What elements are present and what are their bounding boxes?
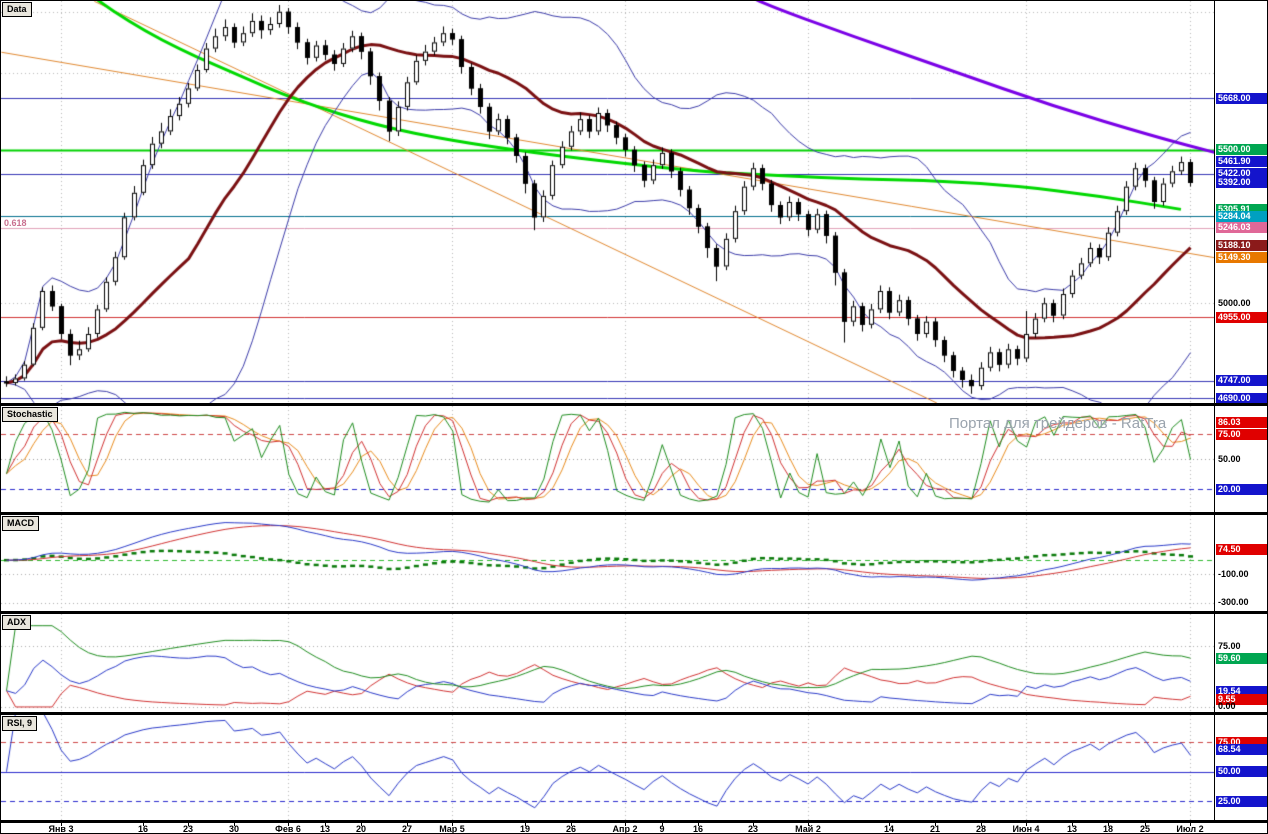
axis-tick — [753, 823, 754, 826]
panel-splitter[interactable] — [1, 820, 1267, 823]
scale-label-main: 4955.00 — [1216, 312, 1267, 323]
panel-splitter[interactable] — [1, 403, 1267, 406]
axis-tick — [889, 823, 890, 826]
axis-tick — [662, 823, 663, 826]
fibonacci-level-label: 0.618 — [4, 218, 27, 228]
macd-panel-canvas[interactable] — [1, 515, 1214, 611]
axis-date-label: 23 — [747, 824, 759, 834]
axis-date-label: 21 — [929, 824, 941, 834]
axis-date-label: Мар 5 — [439, 824, 465, 834]
scale-divider-line — [1214, 1, 1215, 823]
scale-label-macd: -300.00 — [1218, 597, 1249, 607]
axis-date-label: 13 — [1066, 824, 1078, 834]
axis-tick — [188, 823, 189, 826]
price-scale[interactable]: 5668.00 5500.00 5461.90 5422.00 5392.00 5305.… — [1215, 1, 1267, 823]
axis-tick — [361, 823, 362, 826]
scale-label-adx: 19.54 — [1216, 686, 1267, 697]
stochastic-panel-canvas[interactable] — [1, 406, 1214, 512]
axis-date-label: 28 — [975, 824, 987, 834]
panel-label-rsi[interactable]: RSI, 9 — [2, 716, 38, 731]
axis-date-label: 16 — [137, 824, 149, 834]
axis-date-label: 27 — [401, 824, 413, 834]
panel-splitter[interactable] — [1, 512, 1267, 515]
axis-date-label: 26 — [565, 824, 577, 834]
scale-label-main: 5188.10 — [1216, 240, 1267, 251]
axis-tick — [325, 823, 326, 826]
axis-date-label: 14 — [883, 824, 895, 834]
axis-date-label: Июн 4 — [1012, 824, 1040, 834]
adx-panel-canvas[interactable] — [1, 614, 1214, 712]
axis-date-label: 9 — [659, 824, 665, 834]
axis-tick — [61, 823, 62, 826]
scale-label-adx: 9.55 — [1216, 694, 1267, 705]
axis-tick — [1190, 823, 1191, 826]
scale-label-rsi: 25.00 — [1216, 796, 1267, 807]
scale-label-stochastic: 75.00 — [1216, 429, 1267, 440]
scale-label-rsi: 75.00 — [1216, 737, 1267, 748]
axis-tick — [1108, 823, 1109, 826]
scale-label-main: 5392.00 — [1216, 177, 1267, 188]
scale-label-rsi: 50.00 — [1216, 766, 1267, 777]
scale-label-main: 5500.00 — [1216, 144, 1267, 155]
scale-label-main: 5284.04 — [1216, 211, 1267, 222]
scale-label-rsi: 68.54 — [1216, 744, 1267, 755]
watermark-text: Портал для трейдеров - RatTra — [949, 415, 1167, 432]
axis-tick — [1026, 823, 1027, 826]
axis-date-label: Апр 2 — [612, 824, 638, 834]
axis-tick — [452, 823, 453, 826]
scale-label-main: 5000.00 — [1218, 298, 1251, 308]
axis-date-label: 13 — [319, 824, 331, 834]
axis-date-label: Янв 3 — [48, 824, 74, 834]
panel-splitter[interactable] — [1, 712, 1267, 715]
main-price-chart-canvas[interactable] — [1, 1, 1214, 403]
scale-label-main: 5305.91 — [1216, 204, 1267, 215]
axis-date-label: 23 — [182, 824, 194, 834]
axis-date-label: 30 — [228, 824, 240, 834]
scale-label-stochastic: 50.00 — [1218, 454, 1241, 464]
scale-label-adx: 59.60 — [1216, 653, 1267, 664]
axis-date-label: 25 — [1139, 824, 1151, 834]
panel-label-stochastic[interactable]: Stochastic — [2, 407, 58, 422]
axis-tick — [571, 823, 572, 826]
axis-tick — [981, 823, 982, 826]
scale-label-main: 5461.90 — [1216, 156, 1267, 167]
axis-tick — [288, 823, 289, 826]
axis-tick — [1145, 823, 1146, 826]
rsi-panel-canvas[interactable] — [1, 715, 1214, 820]
axis-date-label: 16 — [692, 824, 704, 834]
axis-tick — [143, 823, 144, 826]
axis-tick — [525, 823, 526, 826]
scale-label-main: 5422.00 — [1216, 168, 1267, 179]
scale-label-stochastic: 86.03 — [1216, 417, 1267, 428]
axis-tick — [234, 823, 235, 826]
axis-tick — [808, 823, 809, 826]
axis-date-label: 20 — [355, 824, 367, 834]
scale-label-main: 5149.30 — [1216, 252, 1267, 263]
panel-label-data[interactable]: Data — [2, 2, 32, 17]
panel-label-macd[interactable]: MACD — [2, 516, 39, 531]
axis-tick — [625, 823, 626, 826]
scale-label-main: 5668.00 — [1216, 93, 1267, 104]
axis-tick — [407, 823, 408, 826]
axis-date-label: 19 — [519, 824, 531, 834]
axis-date-label: Фев 6 — [275, 824, 301, 834]
axis-date-label: Июл 2 — [1176, 824, 1204, 834]
scale-label-stochastic: 20.00 — [1216, 484, 1267, 495]
axis-tick — [935, 823, 936, 826]
scale-label-adx: 75.00 — [1218, 641, 1241, 651]
axis-tick — [698, 823, 699, 826]
panel-label-adx[interactable]: ADX — [2, 615, 32, 630]
scale-label-main: 4690.00 — [1216, 393, 1267, 404]
scale-label-macd: -100.00 — [1218, 569, 1249, 579]
axis-date-label: Май 2 — [795, 824, 821, 834]
scale-label-macd: 74.50 — [1216, 544, 1267, 555]
axis-tick — [1072, 823, 1073, 826]
panel-splitter[interactable] — [1, 611, 1267, 614]
scale-label-adx: 0.00 — [1218, 701, 1236, 711]
time-axis[interactable]: Янв 3 16 23 30 Фев 6 13 20 27 Мар 5 19 26 Апр 2 9 16 2… — [1, 823, 1267, 833]
scale-label-main: 4747.00 — [1216, 375, 1267, 386]
axis-date-label: 18 — [1102, 824, 1114, 834]
scale-label-main: 5246.03 — [1216, 222, 1267, 233]
